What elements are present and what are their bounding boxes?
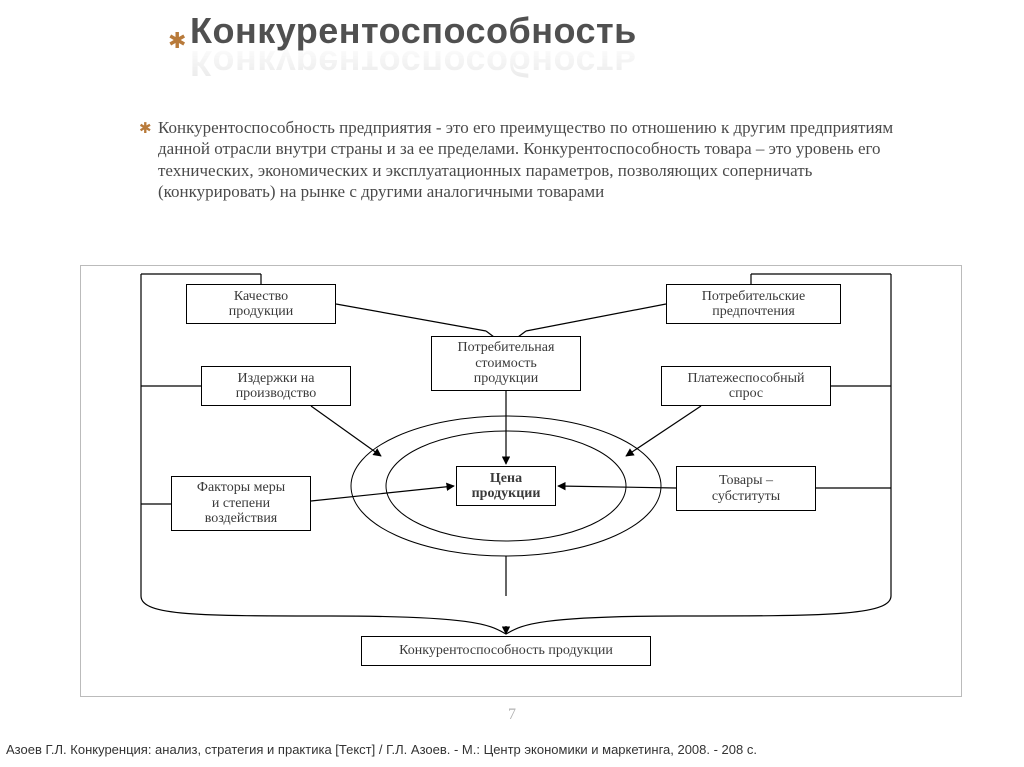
- node-subst: Товары –субституты: [676, 466, 816, 511]
- node-label: Потребительнаястоимостьпродукции: [458, 340, 555, 386]
- node-label: Качествопродукции: [229, 289, 294, 320]
- node-value: Потребительнаястоимостьпродукции: [431, 336, 581, 391]
- node-label: Платежеспособныйспрос: [687, 371, 804, 402]
- node-label: Факторы мерыи степенивоздействия: [197, 480, 285, 526]
- diagram-canvas: Качествопродукции Потребительскиепредпоч…: [80, 265, 962, 697]
- node-compet: Конкурентоспособность продукции: [361, 636, 651, 666]
- node-label: Издержки напроизводство: [236, 371, 317, 402]
- node-factors: Факторы мерыи степенивоздействия: [171, 476, 311, 531]
- body-paragraph: Конкурентоспособность предприятия - это …: [158, 117, 928, 202]
- node-prefs: Потребительскиепредпочтения: [666, 284, 841, 324]
- node-demand: Платежеспособныйспрос: [661, 366, 831, 406]
- node-label: Конкурентоспособность продукции: [399, 643, 613, 658]
- slide-title-reflection: Конкурентоспособность: [190, 42, 637, 84]
- node-label: Товары –субституты: [712, 473, 780, 504]
- slide-title-block: ✱ Конкурентоспособность Конкурентоспособ…: [190, 10, 637, 84]
- node-label: Ценапродукции: [472, 471, 541, 502]
- node-price: Ценапродукции: [456, 466, 556, 506]
- body-bullet-star-icon: ✱: [139, 119, 152, 138]
- node-costs: Издержки напроизводство: [201, 366, 351, 406]
- citation-text: Азоев Г.Л. Конкуренция: анализ, стратеги…: [0, 742, 1024, 757]
- node-quality: Качествопродукции: [186, 284, 336, 324]
- bullet-star-icon: ✱: [168, 28, 186, 54]
- page-number: 7: [0, 706, 1024, 724]
- node-label: Потребительскиепредпочтения: [702, 289, 805, 320]
